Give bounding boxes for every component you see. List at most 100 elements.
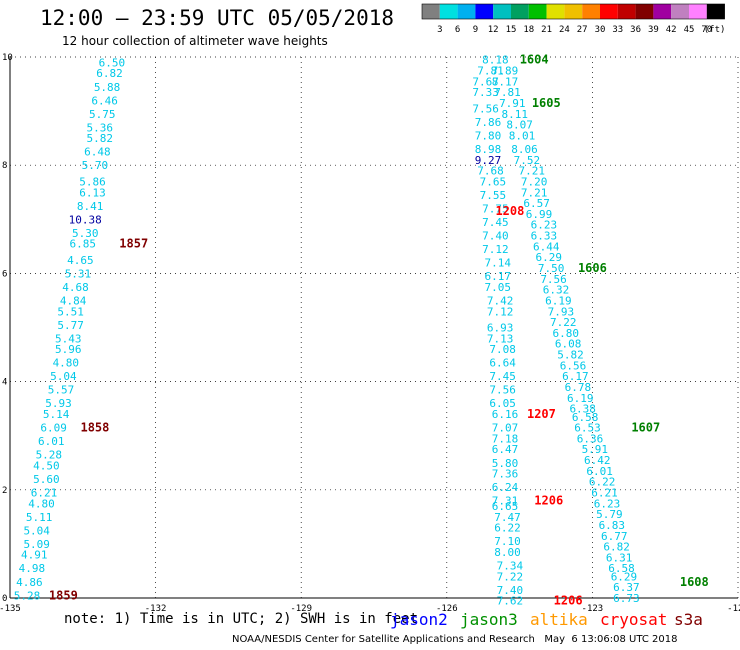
wave-height-value: 7.20	[521, 175, 548, 188]
wave-height-value: 7.10	[494, 535, 521, 548]
wave-height-value: 6.37	[613, 581, 640, 594]
legend-s3a: s3a	[674, 610, 703, 629]
wave-height-value: 7.56	[489, 384, 516, 397]
footer-note: note: 1) Time is in UTC; 2) SWH is in fe…	[64, 611, 419, 627]
wave-height-value: 7.22	[550, 316, 577, 329]
scale-label: 24	[559, 25, 570, 35]
wave-height-value: 4.98	[19, 562, 46, 575]
wave-height-value: 6.82	[96, 67, 123, 80]
wave-height-value: 6.58	[572, 411, 599, 424]
scale-swatch	[422, 4, 440, 19]
wave-height-value: 7.34	[497, 560, 524, 573]
wave-height-value: 5.57	[48, 384, 75, 397]
wave-height-value: 7.91	[499, 97, 526, 110]
scale-swatch	[493, 4, 511, 19]
wave-height-value: 7.08	[489, 343, 516, 356]
wave-height-value: 5.60	[33, 473, 60, 486]
wave-height-value: 8.07	[506, 119, 533, 132]
scale-label: 12	[488, 25, 499, 35]
wave-height-value: 6.82	[603, 541, 630, 554]
wave-height-value: 8.98	[475, 143, 502, 156]
wave-height-value: 6.42	[584, 454, 611, 467]
x-tick-label: -120	[727, 604, 740, 614]
scale-swatch	[511, 4, 529, 19]
wave-height-value: 6.85	[70, 238, 97, 251]
wave-height-value: 8.01	[509, 129, 536, 142]
wave-height-value: 7.81	[494, 86, 521, 99]
wave-height-value: 6.83	[599, 519, 626, 532]
x-tick-label: -129	[290, 604, 312, 614]
wave-height-value: 7.55	[480, 189, 507, 202]
wave-height-value: 6.44	[533, 240, 560, 253]
wave-height-value: 5.09	[23, 538, 50, 551]
y-tick-label: 2	[2, 486, 7, 496]
wave-height-value: 8.41	[77, 200, 104, 213]
x-tick-label: -123	[582, 604, 604, 614]
wave-height-value: 7.68	[477, 165, 504, 178]
legend-jason3: jason3	[460, 610, 518, 629]
wave-height-value: 6.16	[492, 408, 519, 421]
wave-height-value: 6.36	[577, 432, 604, 445]
footer-credit: NOAA/NESDIS Center for Satellite Applica…	[232, 634, 678, 645]
wave-height-value: 6.48	[84, 146, 111, 159]
wave-height-value: 4.84	[60, 294, 87, 307]
wave-height-value: 7.45	[482, 216, 509, 229]
color-scale-legend: 3 6 9 12 15 18 21 24 27 30 33 36 39 42 45 70(ft)	[421, 3, 726, 35]
wave-height-value: 8.11	[501, 108, 528, 121]
wave-height-value: 5.04	[50, 370, 77, 383]
time-marker: 1858	[80, 421, 109, 435]
wave-height-value: 5.96	[55, 343, 82, 356]
wave-height-value: 5.79	[596, 508, 623, 521]
scale-label: 42	[666, 25, 677, 35]
scale-swatch	[600, 4, 618, 19]
wave-height-value: 6.33	[531, 230, 558, 243]
wave-height-value: 6.99	[526, 208, 553, 221]
wave-height-value: 5.88	[94, 81, 121, 94]
legend-jason2: jason2	[390, 610, 448, 629]
scale-swatch	[439, 4, 458, 19]
wave-height-value: 9.27	[475, 154, 502, 167]
wave-height-value: 6.93	[487, 322, 514, 335]
wave-height-value: 4.91	[21, 549, 48, 562]
wave-height-value: 6.77	[601, 530, 628, 543]
wave-height-value: 5.80	[492, 457, 519, 470]
wave-height-value: 6.22	[494, 522, 521, 535]
wave-height-value: 4.68	[62, 281, 89, 294]
wave-height-value: 6.13	[79, 186, 106, 199]
scale-unit: (ft)	[704, 25, 726, 35]
wave-height-value: 7.05	[485, 281, 512, 294]
scale-swatch	[671, 4, 689, 19]
scale-swatch	[617, 4, 636, 19]
wave-height-value: 6.31	[606, 551, 633, 564]
wave-height-value: 5.43	[55, 332, 82, 345]
wave-height-value: 5.28	[36, 449, 63, 462]
wave-height-value: 6.22	[589, 476, 616, 489]
wave-height-value: 7.89	[492, 65, 519, 78]
wave-height-value: 7.18	[492, 432, 519, 445]
wave-height-value: 7.14	[485, 257, 512, 270]
wave-height-value: 5.93	[45, 397, 72, 410]
y-tick-label: 8	[2, 161, 7, 171]
wave-height-value: 7.31	[492, 495, 519, 508]
wave-height-value: 8.18	[482, 54, 509, 67]
wave-height-value: 6.38	[569, 403, 596, 416]
scale-swatch	[706, 4, 725, 19]
wave-height-value: 10.38	[69, 213, 102, 226]
time-marker: 1859	[49, 588, 78, 602]
wave-height-value: 7.36	[492, 468, 519, 481]
wave-height-value: 6.80	[552, 327, 579, 340]
wave-height-value: 6.19	[545, 294, 572, 307]
wave-height-value: 7.21	[518, 165, 545, 178]
scale-label: 21	[541, 25, 552, 35]
page-title: 12:00 – 23:59 UTC 05/05/2018	[40, 6, 395, 30]
wave-height-value: 5.31	[65, 267, 92, 280]
wave-height-value: 5.04	[23, 524, 50, 537]
wave-height-value: 7.75	[482, 202, 509, 215]
scale-swatch	[635, 4, 654, 19]
time-marker: 1606	[578, 261, 607, 275]
wave-height-value: 6.29	[611, 570, 638, 583]
wave-height-value: 7.50	[538, 262, 565, 275]
wave-height-value: 6.21	[31, 487, 58, 500]
time-marker: 1605	[532, 96, 561, 110]
wave-height-value: 6.65	[492, 500, 519, 513]
